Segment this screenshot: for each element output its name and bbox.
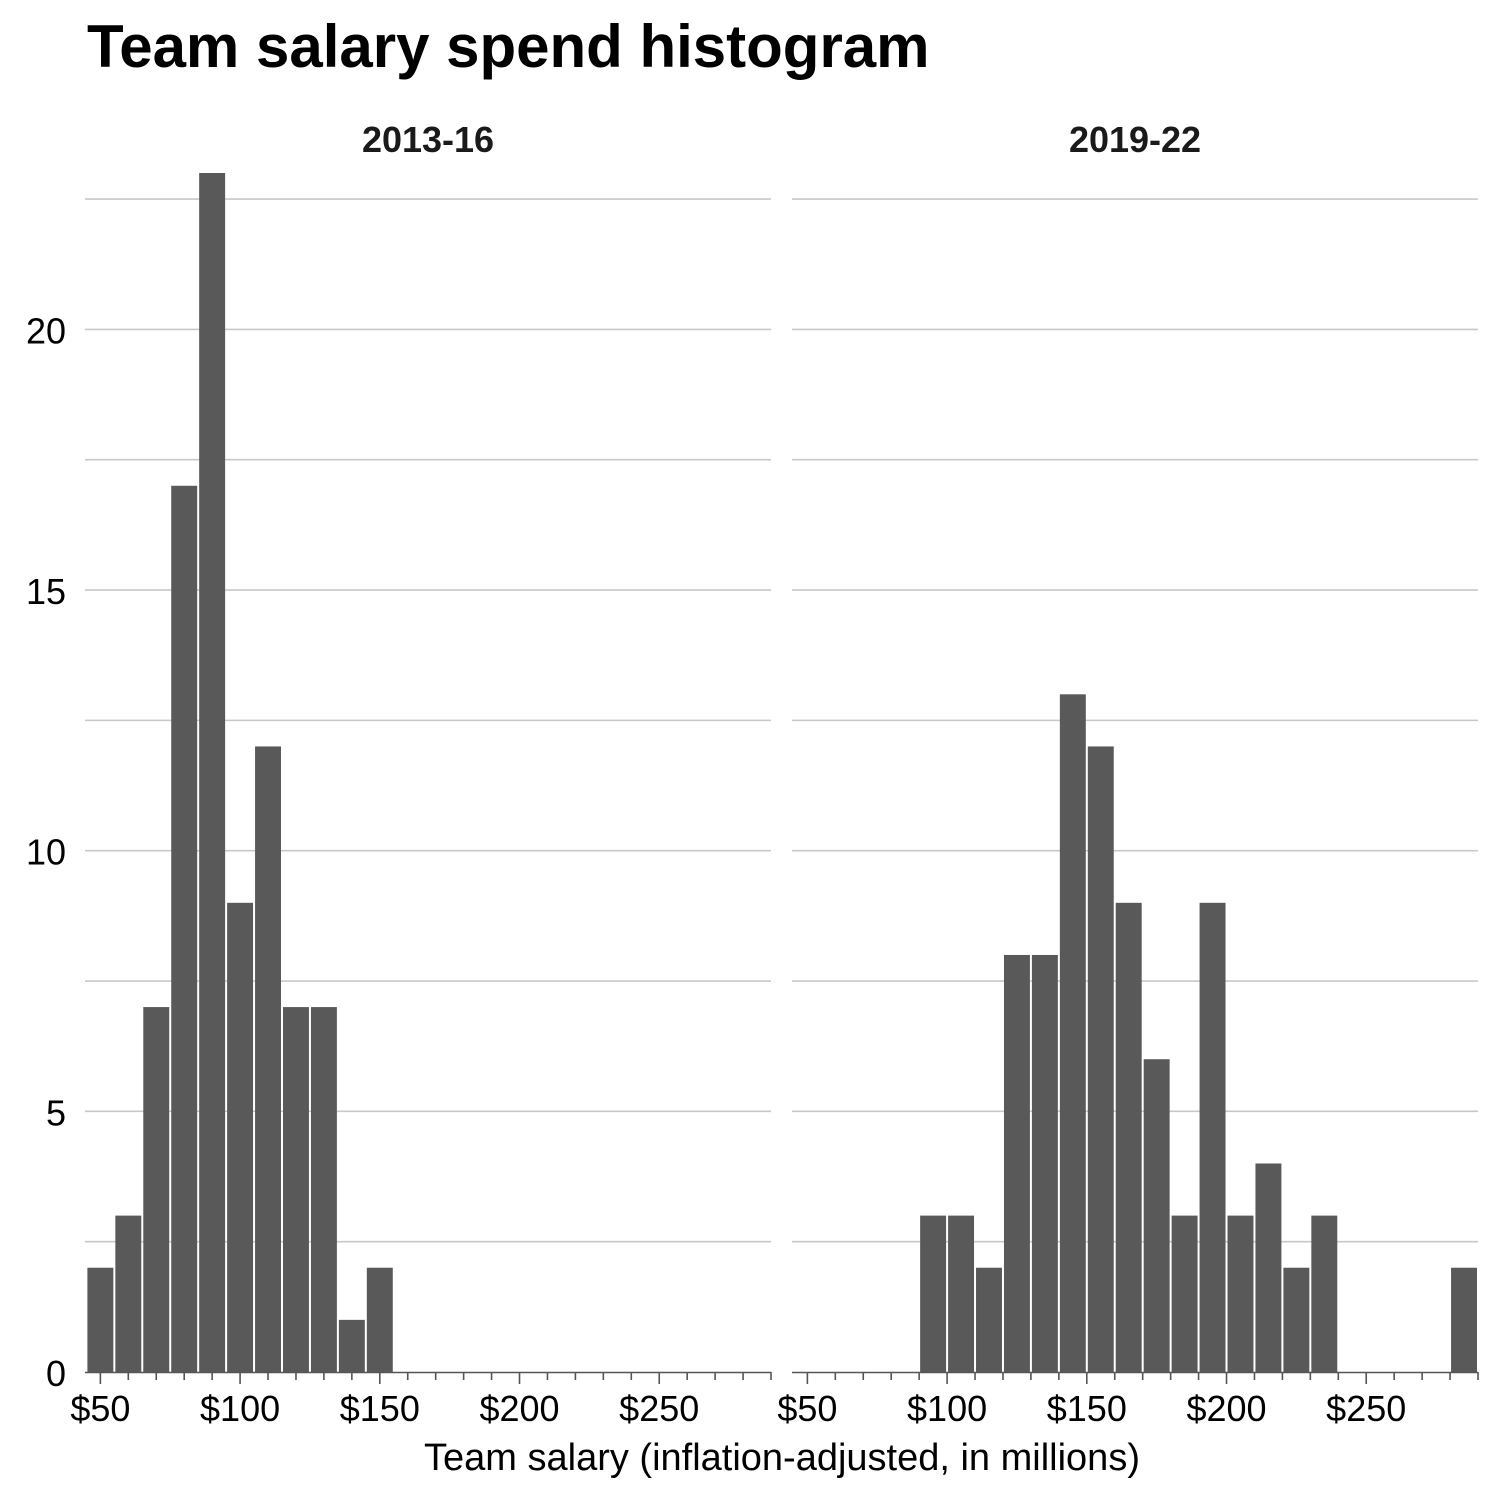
histogram-bar xyxy=(338,1319,365,1372)
histogram-bar xyxy=(366,1267,393,1372)
histogram-bar xyxy=(1199,902,1226,1372)
chart-title: Team salary spend histogram xyxy=(87,13,930,80)
histogram-bar xyxy=(1171,1215,1198,1372)
x-tick-label: $250 xyxy=(1326,1388,1406,1429)
x-tick-label: $100 xyxy=(907,1388,987,1429)
histogram-bar xyxy=(171,485,198,1373)
x-tick-label: $100 xyxy=(200,1388,280,1429)
histogram-bar xyxy=(1003,954,1030,1372)
histogram-bar xyxy=(1255,1163,1282,1372)
histogram-bar xyxy=(199,173,226,1372)
histogram-bar xyxy=(115,1215,142,1372)
panel-label: 2019-22 xyxy=(1069,119,1201,160)
x-tick-label: $50 xyxy=(777,1388,837,1429)
histogram-bar xyxy=(976,1267,1002,1372)
y-tick-label: 15 xyxy=(26,571,66,612)
histogram-bar xyxy=(1115,902,1142,1372)
histogram-bar xyxy=(920,1215,947,1372)
x-tick-label: $150 xyxy=(340,1388,420,1429)
histogram-bar xyxy=(227,902,254,1372)
histogram-bar xyxy=(1087,746,1114,1372)
panel-label: 2013-16 xyxy=(362,119,494,160)
y-tick-label: 5 xyxy=(46,1092,66,1133)
histogram-bar xyxy=(1059,694,1086,1372)
histogram-bar xyxy=(87,1267,114,1372)
y-tick-label: 20 xyxy=(26,310,66,351)
histogram-bar xyxy=(255,746,281,1372)
histogram-bar xyxy=(310,1007,337,1372)
histogram-bar xyxy=(948,1215,975,1372)
histogram-bar xyxy=(143,1007,170,1372)
x-tick-label: $250 xyxy=(619,1388,699,1429)
y-tick-label: 0 xyxy=(46,1353,66,1394)
y-tick-label: 10 xyxy=(26,832,66,873)
histogram-bar xyxy=(282,1007,309,1372)
x-tick-label: $200 xyxy=(1186,1388,1266,1429)
x-tick-label: $200 xyxy=(479,1388,559,1429)
histogram-bar xyxy=(1451,1267,1477,1372)
histogram-bar xyxy=(1227,1215,1254,1372)
x-tick-label: $150 xyxy=(1047,1388,1127,1429)
histogram-bar xyxy=(1311,1215,1338,1372)
histogram-bar xyxy=(1143,1059,1170,1372)
histogram-bar xyxy=(1031,954,1058,1372)
x-axis-title: Team salary (inflation-adjusted, in mill… xyxy=(424,1437,1140,1479)
x-tick-label: $50 xyxy=(70,1388,130,1429)
histogram-bar xyxy=(1283,1267,1310,1372)
